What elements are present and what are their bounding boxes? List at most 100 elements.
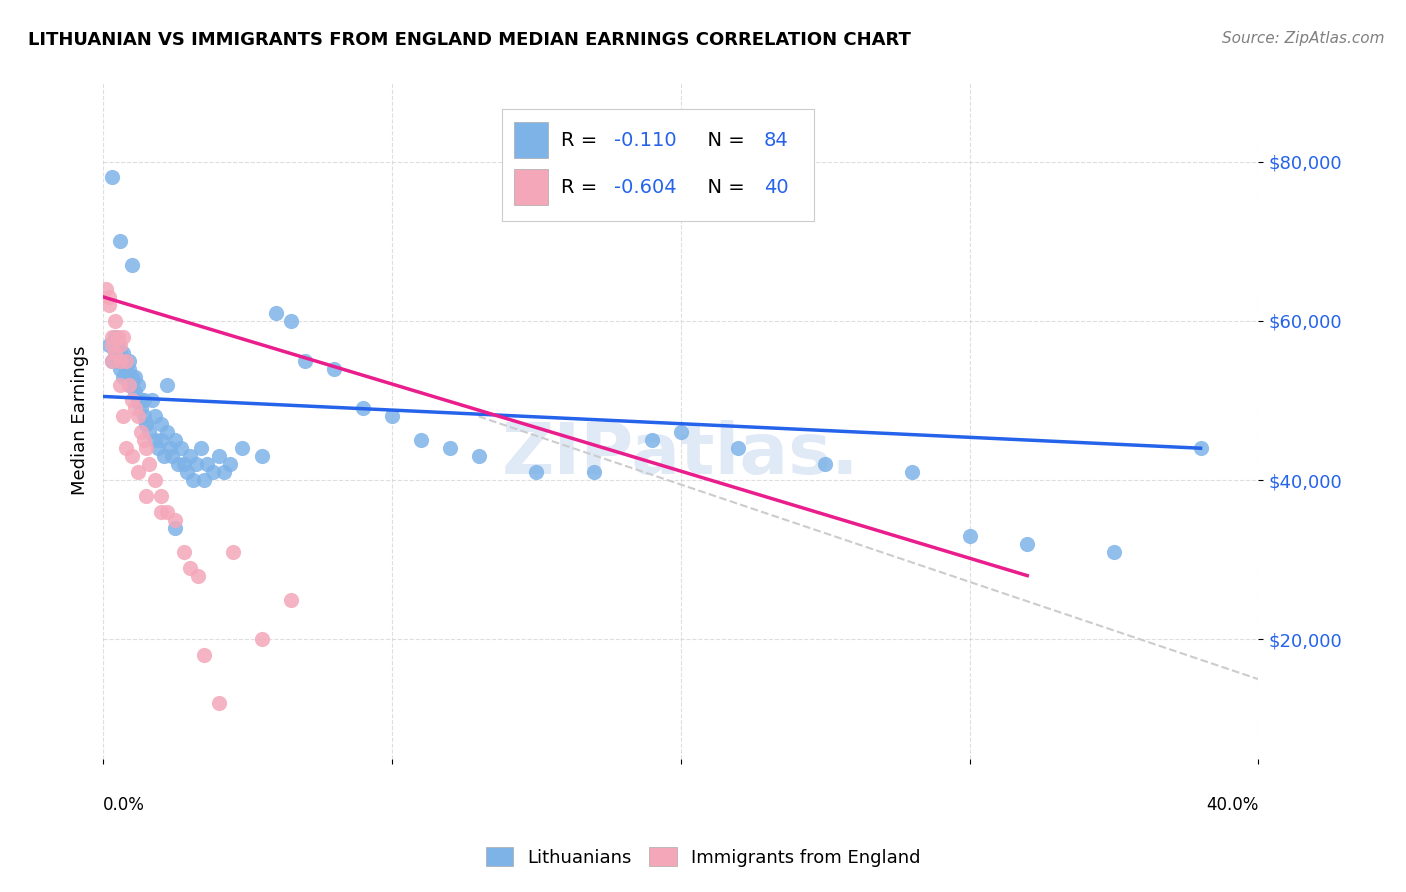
- Point: [266, 306, 288, 320]
- Point: [159, 441, 181, 455]
- Point: [127, 409, 149, 424]
- Point: [112, 353, 135, 368]
- Point: [118, 361, 141, 376]
- Point: [132, 409, 155, 424]
- Point: [141, 393, 163, 408]
- Point: [193, 648, 215, 663]
- Point: [112, 345, 135, 359]
- Point: [107, 337, 129, 351]
- Point: [669, 425, 692, 440]
- Point: [107, 345, 129, 359]
- Point: [294, 353, 316, 368]
- Point: [900, 465, 922, 479]
- Text: 0.0%: 0.0%: [103, 796, 145, 814]
- Point: [129, 393, 152, 408]
- Point: [959, 529, 981, 543]
- Point: [167, 457, 190, 471]
- Point: [173, 457, 195, 471]
- Point: [121, 258, 143, 272]
- Point: [409, 434, 432, 448]
- Point: [156, 377, 179, 392]
- Point: [132, 434, 155, 448]
- Point: [352, 401, 374, 416]
- Point: [149, 434, 172, 448]
- Point: [222, 545, 245, 559]
- Point: [250, 632, 273, 647]
- Point: [115, 441, 138, 455]
- Point: [129, 401, 152, 416]
- Point: [127, 377, 149, 392]
- Point: [107, 353, 129, 368]
- Point: [727, 441, 749, 455]
- Point: [104, 345, 127, 359]
- Text: ZIPatlas.: ZIPatlas.: [502, 420, 859, 489]
- Point: [110, 353, 132, 368]
- Point: [146, 441, 169, 455]
- Point: [524, 465, 547, 479]
- Point: [162, 449, 184, 463]
- Point: [115, 353, 138, 368]
- Point: [110, 337, 132, 351]
- Point: [1017, 537, 1039, 551]
- Point: [143, 473, 166, 487]
- Legend: Lithuanians, Immigrants from England: Lithuanians, Immigrants from England: [478, 840, 928, 874]
- Y-axis label: Median Earnings: Median Earnings: [72, 345, 89, 495]
- Point: [101, 337, 124, 351]
- Point: [280, 314, 302, 328]
- Point: [439, 441, 461, 455]
- Point: [138, 425, 160, 440]
- Point: [112, 369, 135, 384]
- Point: [115, 369, 138, 384]
- Point: [280, 592, 302, 607]
- Point: [156, 505, 179, 519]
- Point: [152, 449, 174, 463]
- Point: [104, 329, 127, 343]
- Point: [193, 473, 215, 487]
- Point: [101, 329, 124, 343]
- Point: [101, 170, 124, 185]
- Point: [138, 457, 160, 471]
- Point: [115, 353, 138, 368]
- Point: [219, 457, 242, 471]
- Point: [101, 353, 124, 368]
- Point: [107, 329, 129, 343]
- Point: [201, 465, 224, 479]
- Point: [176, 465, 198, 479]
- Point: [110, 353, 132, 368]
- Point: [121, 377, 143, 392]
- Point: [179, 560, 201, 574]
- Point: [132, 393, 155, 408]
- Point: [208, 696, 231, 710]
- Point: [135, 441, 157, 455]
- Point: [583, 465, 606, 479]
- Point: [104, 314, 127, 328]
- Point: [110, 234, 132, 248]
- Point: [127, 465, 149, 479]
- Point: [181, 473, 204, 487]
- Text: 40.0%: 40.0%: [1206, 796, 1258, 814]
- Point: [101, 353, 124, 368]
- Point: [118, 377, 141, 392]
- Point: [129, 425, 152, 440]
- Point: [135, 489, 157, 503]
- Point: [170, 441, 193, 455]
- Point: [97, 337, 120, 351]
- Point: [121, 393, 143, 408]
- Point: [381, 409, 404, 424]
- Point: [115, 361, 138, 376]
- Point: [187, 568, 209, 582]
- Point: [195, 457, 218, 471]
- Point: [208, 449, 231, 463]
- Point: [149, 489, 172, 503]
- Point: [112, 329, 135, 343]
- Point: [110, 377, 132, 392]
- Point: [250, 449, 273, 463]
- Point: [104, 345, 127, 359]
- Point: [1102, 545, 1125, 559]
- Point: [214, 465, 236, 479]
- Point: [814, 457, 837, 471]
- Point: [184, 457, 207, 471]
- Point: [118, 377, 141, 392]
- Text: LITHUANIAN VS IMMIGRANTS FROM ENGLAND MEDIAN EARNINGS CORRELATION CHART: LITHUANIAN VS IMMIGRANTS FROM ENGLAND ME…: [28, 31, 911, 49]
- Point: [121, 369, 143, 384]
